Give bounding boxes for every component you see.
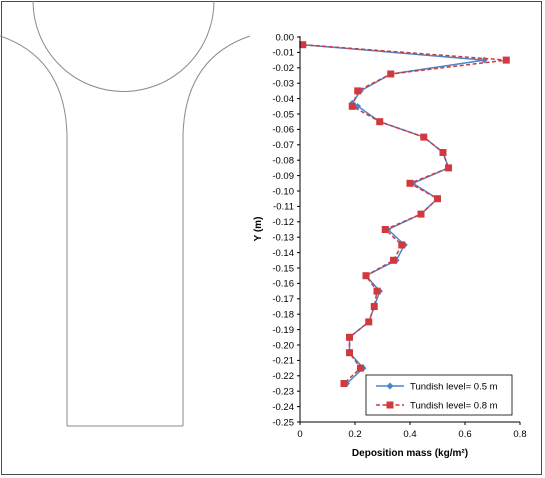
nozzle-right-wall — [182, 35, 251, 426]
series-1-point-14 — [390, 256, 397, 264]
x-axis-ticks: 0 0.2 0.4 0.6 0.8 — [297, 422, 527, 440]
series-1-point-10 — [434, 195, 441, 203]
y-tick-label-13: -0.13 — [272, 233, 294, 244]
series-1-point-5 — [376, 118, 384, 126]
x-tick-label-3: 0.6 — [458, 429, 471, 440]
y-tick-label-22: -0.22 — [272, 371, 294, 382]
y-tick-label-19: -0.19 — [272, 325, 294, 336]
y-tick-label-2: -0.02 — [272, 63, 294, 74]
series-1-point-8 — [445, 164, 452, 172]
y-tick-label-21: -0.21 — [272, 356, 294, 367]
y-tick-label-6: -0.06 — [272, 125, 294, 136]
legend-label-1: Tundish level= 0.8 m — [410, 401, 498, 412]
y-tick-label-5: -0.05 — [272, 109, 294, 120]
y-tick-label-4: -0.04 — [272, 94, 294, 105]
x-tick-label-1: 0.2 — [348, 429, 361, 440]
series-1-point-3 — [354, 87, 362, 95]
legend-marker-1 — [386, 401, 394, 409]
y-tick-label-9: -0.09 — [272, 171, 294, 182]
series-1-point-0 — [299, 41, 307, 49]
legend-label-0: Tundish level= 0.5 m — [410, 382, 498, 393]
y-axis-ticks: 0.00 -0.01 -0.02 -0.03 -0.04 -0.05 -0.06 -0.07 -… — [272, 32, 300, 428]
y-tick-label-12: -0.12 — [272, 217, 294, 228]
y-tick-label-16: -0.16 — [272, 279, 294, 290]
y-tick-label-1: -0.01 — [272, 48, 294, 59]
y-tick-label-14: -0.14 — [272, 248, 294, 259]
y-tick-label-7: -0.07 — [272, 140, 294, 151]
series-1-point-21 — [357, 364, 364, 372]
series-line-0 — [302, 43, 486, 385]
y-tick-label-0: 0.00 — [276, 32, 295, 43]
y-tick-label-11: -0.11 — [273, 202, 294, 213]
nozzle-ball-outline — [32, 0, 215, 92]
y-tick-label-24: -0.24 — [272, 402, 294, 413]
series-1-point-4 — [348, 102, 356, 110]
series-1-point-11 — [417, 210, 425, 218]
y-tick-label-18: -0.18 — [272, 310, 294, 321]
series-1-point-1 — [502, 56, 510, 64]
series-1-point-2 — [387, 70, 395, 78]
legend-marker-0 — [386, 382, 394, 390]
x-tick-label-0: 0 — [297, 429, 302, 440]
x-tick-label-4: 0.8 — [513, 429, 526, 440]
series-1-point-6 — [420, 133, 428, 141]
nozzle-left-wall — [0, 35, 68, 426]
series-line-1 — [302, 43, 508, 385]
x-tick-label-2: 0.4 — [403, 429, 416, 440]
y-tick-label-25: -0.25 — [272, 417, 294, 428]
series-1-point-12 — [381, 226, 389, 233]
series-layer — [299, 41, 510, 387]
series-1-point-22 — [340, 380, 348, 387]
y-tick-label-3: -0.03 — [272, 79, 294, 90]
y-tick-label-8: -0.08 — [272, 156, 294, 167]
series-1-point-17 — [370, 303, 378, 310]
series-1-point-19 — [346, 333, 353, 341]
series-1-point-15 — [362, 272, 370, 280]
series-1-point-9 — [406, 179, 414, 187]
series-1-point-16 — [373, 287, 381, 295]
y-axis-title: Y (m) — [253, 217, 264, 242]
legend: Tundish level= 0.5 m Tundish level= 0.8 … — [365, 374, 513, 416]
y-tick-label-20: -0.20 — [272, 340, 294, 351]
y-tick-label-23: -0.23 — [272, 387, 294, 398]
y-tick-label-10: -0.10 — [272, 186, 294, 197]
y-tick-label-15: -0.15 — [272, 263, 294, 274]
series-1-point-13 — [398, 241, 406, 249]
series-1-point-20 — [346, 349, 353, 357]
series-1-point-7 — [439, 149, 447, 156]
series-1-point-18 — [365, 318, 373, 326]
y-tick-label-17: -0.17 — [272, 294, 294, 305]
x-axis-title: Deposition mass (kg/m²) — [352, 448, 468, 459]
